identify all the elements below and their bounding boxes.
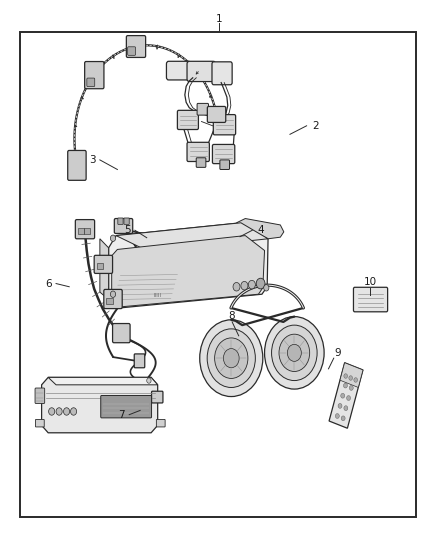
FancyBboxPatch shape — [87, 78, 95, 86]
FancyBboxPatch shape — [124, 218, 129, 224]
Circle shape — [223, 349, 239, 368]
FancyBboxPatch shape — [166, 61, 191, 80]
FancyBboxPatch shape — [68, 150, 86, 180]
FancyBboxPatch shape — [118, 218, 123, 224]
FancyBboxPatch shape — [101, 395, 152, 418]
Circle shape — [341, 416, 345, 421]
FancyBboxPatch shape — [35, 388, 45, 403]
Text: IIIII: IIIII — [154, 293, 162, 298]
Circle shape — [279, 334, 310, 372]
Circle shape — [346, 395, 350, 400]
Circle shape — [248, 280, 255, 289]
Circle shape — [147, 378, 151, 383]
FancyBboxPatch shape — [353, 287, 388, 312]
Circle shape — [56, 408, 62, 415]
FancyBboxPatch shape — [104, 289, 122, 309]
FancyBboxPatch shape — [196, 158, 206, 167]
FancyBboxPatch shape — [85, 61, 104, 88]
FancyBboxPatch shape — [156, 419, 165, 427]
Text: 2: 2 — [312, 121, 319, 131]
Circle shape — [241, 281, 248, 290]
FancyBboxPatch shape — [126, 36, 145, 58]
Polygon shape — [237, 219, 284, 239]
Polygon shape — [112, 236, 265, 307]
FancyBboxPatch shape — [84, 228, 90, 234]
Polygon shape — [340, 363, 363, 387]
Circle shape — [71, 408, 77, 415]
Text: 4: 4 — [257, 225, 264, 235]
FancyBboxPatch shape — [114, 219, 133, 233]
Circle shape — [343, 383, 347, 388]
FancyBboxPatch shape — [127, 47, 135, 55]
Circle shape — [233, 282, 240, 291]
Circle shape — [272, 325, 317, 381]
Circle shape — [207, 329, 255, 387]
Circle shape — [341, 393, 345, 398]
FancyBboxPatch shape — [152, 391, 163, 403]
Circle shape — [256, 278, 265, 289]
Circle shape — [64, 408, 70, 415]
FancyBboxPatch shape — [106, 298, 113, 304]
FancyBboxPatch shape — [212, 144, 235, 164]
Text: 1: 1 — [215, 14, 223, 23]
Circle shape — [287, 344, 301, 361]
Circle shape — [264, 285, 269, 291]
Circle shape — [344, 406, 348, 410]
Polygon shape — [48, 377, 158, 385]
FancyBboxPatch shape — [213, 115, 236, 135]
Text: 8: 8 — [228, 311, 235, 320]
Text: 10: 10 — [364, 278, 377, 287]
Circle shape — [354, 378, 357, 382]
Circle shape — [349, 376, 353, 380]
Circle shape — [110, 235, 116, 241]
Circle shape — [200, 320, 263, 397]
FancyBboxPatch shape — [187, 61, 215, 82]
Text: 3: 3 — [88, 155, 95, 165]
Circle shape — [215, 338, 248, 378]
FancyBboxPatch shape — [113, 324, 130, 343]
FancyBboxPatch shape — [134, 354, 145, 368]
Text: 9: 9 — [334, 348, 341, 358]
FancyBboxPatch shape — [207, 107, 226, 123]
Circle shape — [344, 374, 347, 378]
FancyBboxPatch shape — [212, 62, 232, 85]
Polygon shape — [116, 223, 268, 252]
Text: 7: 7 — [118, 410, 125, 419]
Text: 6: 6 — [45, 279, 52, 288]
Polygon shape — [329, 363, 363, 428]
FancyBboxPatch shape — [220, 160, 230, 169]
Circle shape — [336, 414, 339, 418]
FancyBboxPatch shape — [187, 142, 209, 161]
Text: 5: 5 — [124, 225, 131, 235]
Polygon shape — [42, 377, 158, 433]
FancyBboxPatch shape — [78, 228, 84, 234]
Circle shape — [349, 385, 353, 390]
FancyBboxPatch shape — [94, 255, 113, 273]
FancyBboxPatch shape — [75, 220, 95, 239]
FancyBboxPatch shape — [35, 419, 44, 427]
Circle shape — [49, 408, 55, 415]
FancyBboxPatch shape — [197, 103, 208, 115]
Polygon shape — [109, 223, 268, 308]
FancyBboxPatch shape — [177, 110, 198, 130]
Polygon shape — [100, 239, 109, 300]
Circle shape — [110, 291, 116, 297]
FancyBboxPatch shape — [97, 263, 103, 269]
Circle shape — [265, 317, 324, 389]
Circle shape — [338, 403, 342, 408]
